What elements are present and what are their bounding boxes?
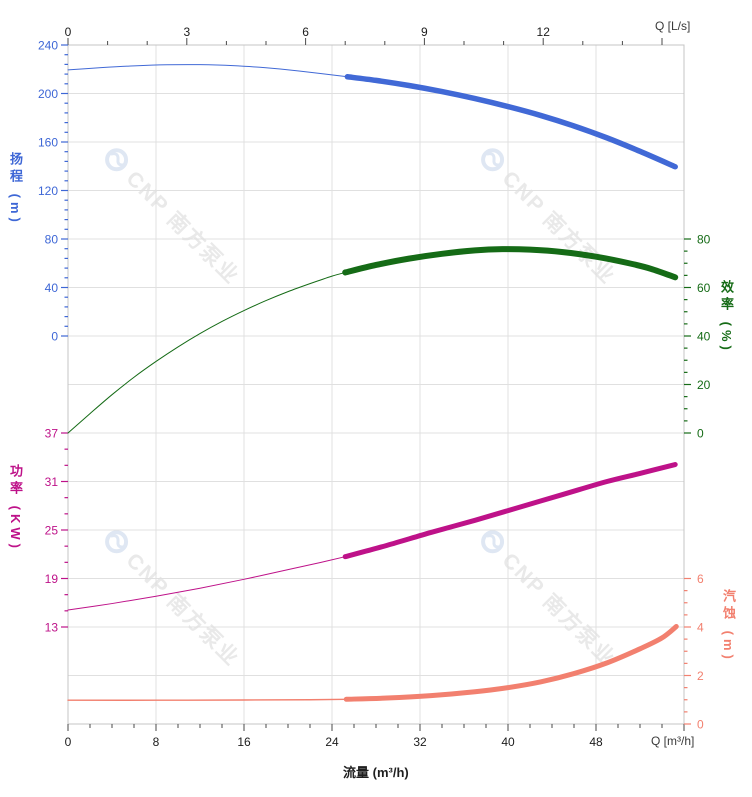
efficiency-curve-bold [342,246,679,281]
efficiency-axis-tick-label: 80 [697,233,711,247]
efficiency-axis-title: 效率 (%) [719,280,734,354]
watermark: CNP 南方泵业 [97,522,247,672]
bottom-axis-tick-label: 8 [153,735,160,749]
power-axis-tick-label: 19 [45,572,59,586]
power-curve-bold [342,462,678,560]
top-axis-unit-label: Q [L/s] [655,19,691,33]
efficiency-curve-thin [67,271,346,434]
npsh-curve-thin [67,698,347,701]
flow-axis-title: 流量 (m³/h) [343,765,409,780]
npsh-axis-tick-label: 6 [697,572,704,586]
efficiency-axis-tick-label: 60 [697,281,711,295]
bottom-axis-tick-label: 48 [589,735,603,749]
head-curve-thin [67,64,348,78]
head-axis-tick-label: 120 [38,184,58,198]
power-axis-tick-label: 25 [45,524,59,538]
top-axis-tick-label: 12 [537,25,551,39]
head-axis-tick-label: 80 [45,233,59,247]
head-axis-tick-label: 0 [51,330,58,344]
head-axis-tick-label: 40 [45,281,59,295]
bottom-axis-tick-label: 16 [237,735,251,749]
power-axis-tick-label: 31 [45,475,59,489]
efficiency-axis-tick-label: 20 [697,378,711,392]
bottom-axis-tick-label: 32 [413,735,427,749]
top-axis-tick-label: 3 [183,25,190,39]
power-axis-tick-label: 37 [45,427,59,441]
cnp-logo-icon [105,148,129,172]
cnp-logo-icon [481,148,505,172]
top-axis-tick-label: 9 [421,25,428,39]
npsh-curve-bold [343,624,679,702]
bottom-axis-unit-label: Q [m³/h] [651,734,695,748]
npsh-axis-tick-label: 0 [697,718,704,732]
watermark: CNP 南方泵业 [97,140,247,290]
head-axis-tick-label: 200 [38,87,58,101]
watermark: CNP 南方泵业 [473,522,623,672]
efficiency-axis-tick-label: 40 [697,330,711,344]
head-axis-title: 扬程 (m) [8,152,23,226]
efficiency-axis-tick-label: 0 [697,427,704,441]
bottom-axis-tick-label: 0 [65,735,72,749]
npsh-axis-title: 汽蚀 (m) [721,589,736,663]
bottom-axis-tick-label: 40 [501,735,515,749]
bottom-axis-tick-label: 24 [325,735,339,749]
npsh-axis-tick-label: 4 [697,621,704,635]
head-axis-tick-label: 160 [38,136,58,150]
npsh-axis-tick-label: 2 [697,669,704,683]
watermark: CNP 南方泵业 [473,140,623,290]
head-curve-bold [344,74,678,170]
power-axis-tick-label: 13 [45,621,59,635]
top-axis-tick-label: 0 [65,25,72,39]
power-axis-title: 功率 (KW) [8,464,23,552]
cnp-logo-icon [105,530,129,554]
power-curve-thin [67,556,346,611]
head-axis-tick-label: 240 [38,39,58,53]
cnp-logo-icon [481,530,505,554]
top-axis-tick-label: 6 [302,25,309,39]
